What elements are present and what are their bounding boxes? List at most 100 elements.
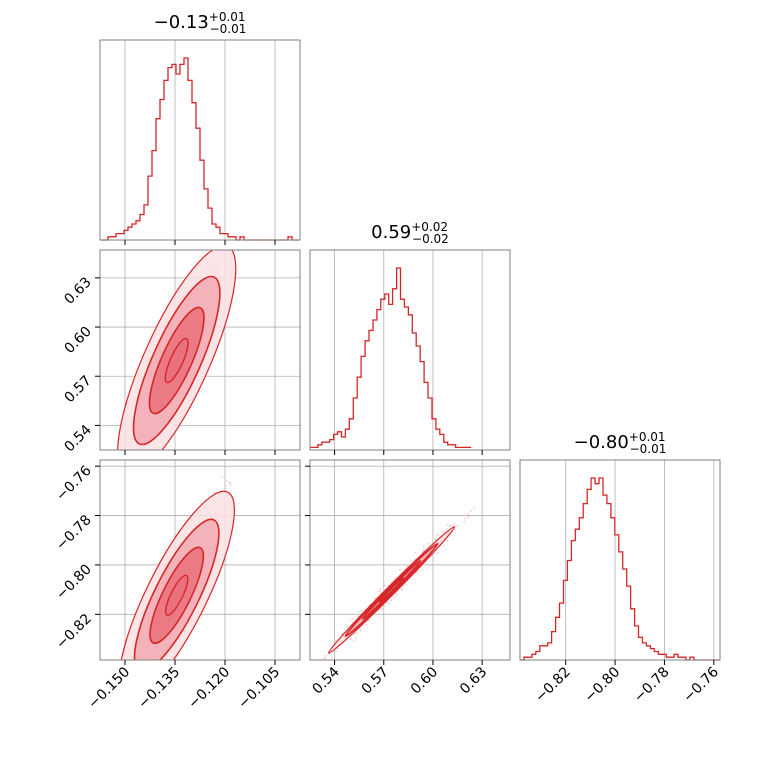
- sample-point: [399, 569, 401, 571]
- sample-point: [145, 675, 147, 677]
- panel-frame-0-0: [99, 39, 301, 241]
- sample-point: [410, 560, 413, 562]
- sample-point: [358, 610, 360, 613]
- sample-point: [467, 513, 470, 516]
- sample-point: [379, 588, 382, 591]
- sample-point: [421, 569, 424, 571]
- x-tick-label: −0.82: [532, 664, 574, 706]
- sample-point: [331, 656, 333, 659]
- sample-point: [442, 530, 444, 533]
- x-tick-label: −0.80: [582, 664, 624, 706]
- sample-point: [381, 608, 383, 610]
- sample-point: [442, 544, 445, 547]
- sample-point: [136, 675, 138, 677]
- sample-point: [129, 689, 131, 691]
- sample-point: [452, 523, 454, 526]
- sample-point: [390, 599, 393, 602]
- sample-point: [127, 701, 129, 703]
- sample-point: [129, 694, 131, 696]
- sample-point: [128, 467, 130, 469]
- sample-point: [149, 670, 151, 672]
- sample-point: [124, 699, 126, 701]
- sample-point: [473, 507, 476, 510]
- sample-point: [392, 596, 395, 599]
- sample-point: [286, 694, 288, 696]
- sample-point: [138, 693, 140, 695]
- sample-point: [133, 665, 135, 667]
- sample-point: [138, 472, 140, 474]
- sample-point: [148, 668, 150, 670]
- sample-point: [349, 619, 352, 622]
- sample-point: [414, 551, 417, 554]
- sample-point: [127, 481, 129, 483]
- x-tick-label: −0.135: [135, 664, 183, 712]
- sample-point: [131, 461, 133, 463]
- sample-point: [379, 590, 382, 593]
- sample-point: [349, 638, 352, 641]
- sample-point: [133, 679, 135, 681]
- y-tick-label: 0.60: [62, 324, 95, 357]
- panel-grid-2-2: [565, 460, 715, 660]
- sample-point: [400, 587, 403, 590]
- contour-level-3: [378, 576, 405, 603]
- panel-frame-1-1: [309, 249, 511, 451]
- sample-point: [396, 593, 398, 596]
- sample-point: [470, 510, 473, 512]
- sample-point: [436, 533, 438, 535]
- sample-point: [137, 685, 139, 687]
- sample-point: [126, 702, 128, 704]
- histogram-1: [310, 267, 472, 449]
- x-tick-label: −0.105: [235, 664, 283, 712]
- histogram-2: [520, 477, 720, 661]
- sample-point: [110, 502, 112, 504]
- sample-point: [401, 589, 403, 592]
- sample-point: [116, 506, 118, 508]
- sample-point: [335, 650, 337, 653]
- y-tick-label: −0.76: [53, 463, 95, 505]
- sample-point: [360, 609, 363, 612]
- sample-point: [346, 625, 349, 628]
- sample-point: [229, 481, 231, 484]
- sample-point: [97, 519, 99, 521]
- sample-point: [143, 450, 145, 452]
- sample-point: [377, 590, 380, 593]
- panel-title-0: −0.13+0.01 −0.01: [154, 10, 247, 36]
- sample-point: [320, 667, 322, 669]
- sample-point: [111, 489, 113, 491]
- sample-point: [139, 661, 141, 663]
- sample-point: [132, 677, 134, 679]
- sample-point: [133, 476, 135, 478]
- sample-point: [132, 678, 134, 680]
- sample-point: [445, 528, 448, 531]
- sample-point: [145, 454, 147, 456]
- sample-point: [414, 572, 417, 575]
- sample-point: [355, 637, 358, 640]
- sample-point: [463, 517, 466, 520]
- sample-point: [434, 538, 436, 541]
- x-tick-label: 0.54: [309, 664, 342, 697]
- sample-point: [144, 679, 146, 681]
- sample-point: [365, 623, 368, 626]
- sample-point: [427, 542, 430, 545]
- sample-point: [135, 673, 137, 675]
- sample-point: [394, 577, 396, 580]
- y-tick-label: 0.57: [61, 373, 94, 406]
- sample-point: [360, 611, 363, 613]
- panel-frame-2-2: [519, 459, 721, 661]
- sample-point: [334, 639, 337, 642]
- sample-point: [406, 565, 409, 567]
- sample-point: [229, 484, 232, 487]
- x-tick-label: 0.60: [408, 664, 441, 697]
- sample-point: [388, 602, 390, 605]
- sample-point: [312, 676, 314, 678]
- sample-point: [307, 668, 309, 670]
- sample-point: [110, 724, 112, 726]
- sample-point: [367, 619, 370, 622]
- x-tick-label: −0.120: [185, 664, 233, 712]
- y-tick-label: −0.82: [53, 611, 95, 653]
- panel-title-1: 0.59+0.02 −0.02: [371, 220, 449, 246]
- sample-point: [317, 666, 319, 668]
- sample-point: [137, 673, 139, 675]
- sample-point: [130, 464, 132, 466]
